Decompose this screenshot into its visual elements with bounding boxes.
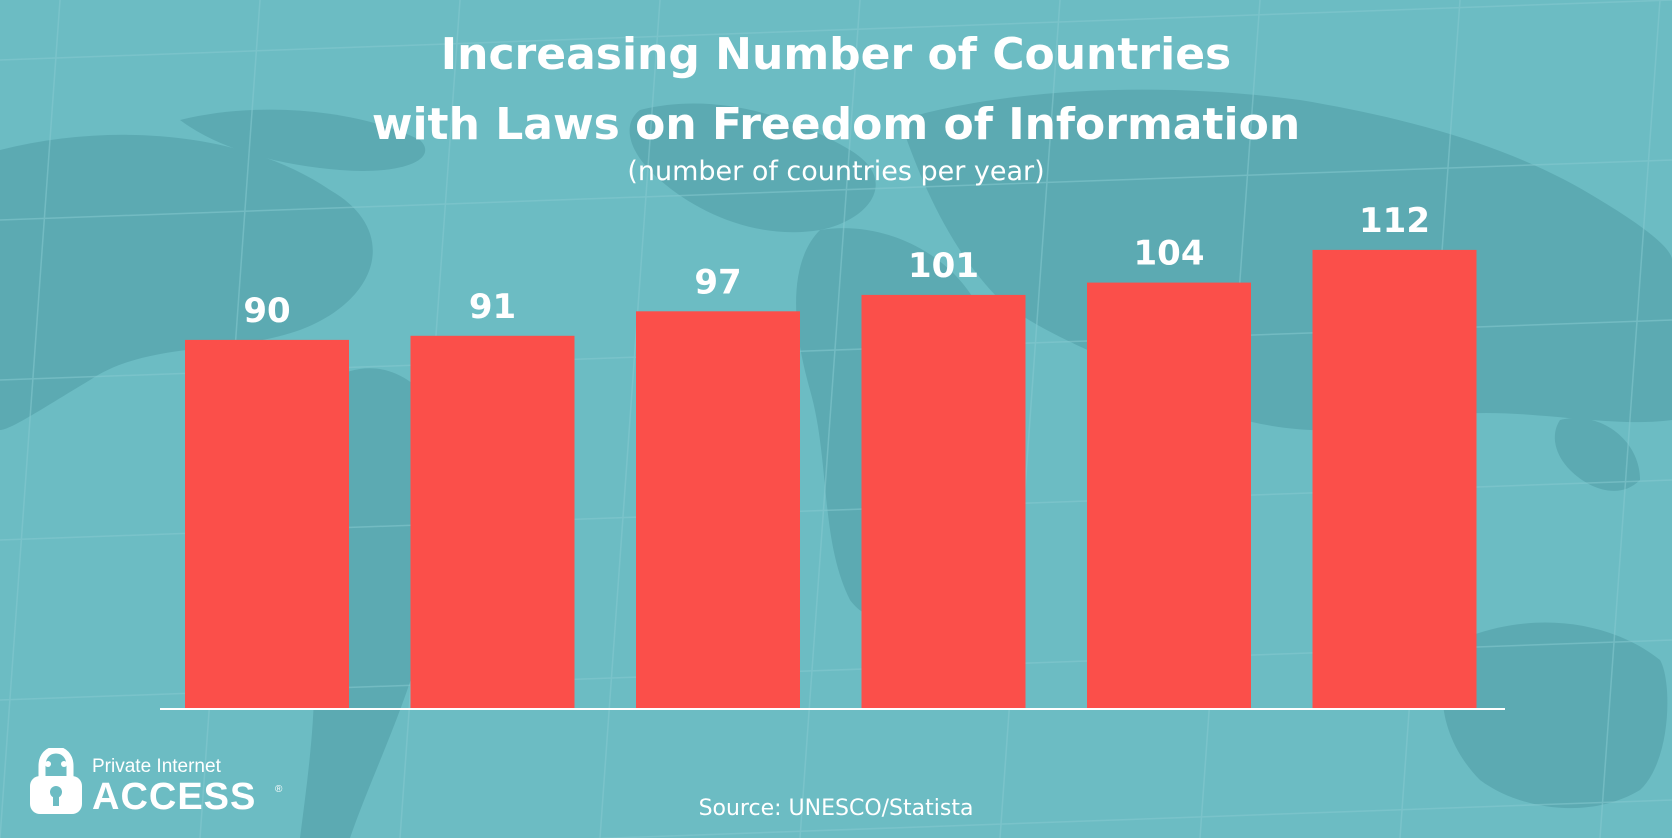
bar-91 <box>410 335 575 708</box>
bar-value-labels: 90 91 97 101 104 112 <box>243 201 1430 331</box>
bar-series <box>185 249 1477 708</box>
bar-value-label: 91 <box>469 287 516 327</box>
bar-97 <box>636 311 800 708</box>
chart-title-line1: Increasing Number of Countries <box>440 29 1232 80</box>
logo-text-top: Private Internet <box>92 756 221 777</box>
source-note: Source: UNESCO/Statista <box>698 796 974 821</box>
chart-subtitle: (number of countries per year) <box>627 156 1045 187</box>
brand-logo: Private Internet ACCESS ® <box>28 746 288 826</box>
bar-value-label: 97 <box>694 262 741 302</box>
logo-registered-mark: ® <box>275 784 283 795</box>
bar-value-label: 104 <box>1134 234 1205 274</box>
bar-112 <box>1312 249 1477 708</box>
padlock-icon <box>30 748 82 814</box>
bar-value-label: 112 <box>1359 201 1430 241</box>
chart-title-line2: with Laws on Freedom of Information <box>371 99 1301 150</box>
bar-101 <box>861 294 1026 708</box>
bar-value-label: 101 <box>908 246 979 286</box>
logo-text-main: ACCESS <box>92 776 257 818</box>
bar-104 <box>1087 282 1251 708</box>
bar-value-label: 90 <box>243 291 290 331</box>
bar-90 <box>185 339 349 708</box>
